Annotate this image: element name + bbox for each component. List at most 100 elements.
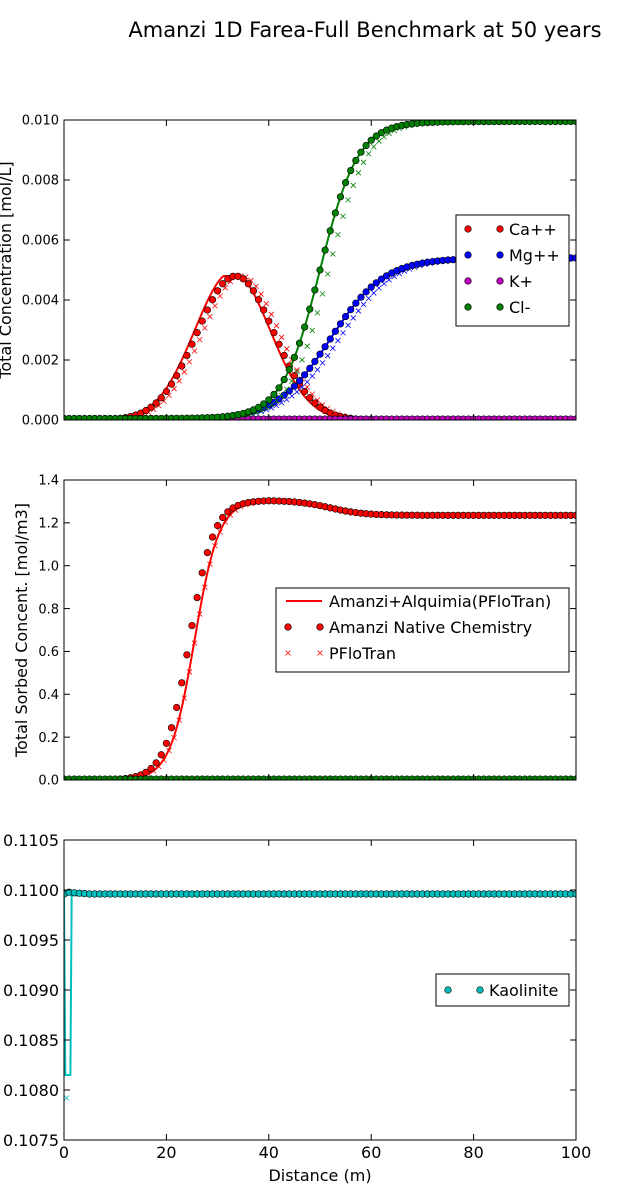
- native-point-ca: [208, 533, 217, 541]
- y-tick-label: 0.0: [38, 774, 59, 789]
- y-tick-label: 0.4: [38, 688, 59, 703]
- pflotran-point-mg: [324, 352, 331, 359]
- legend: Kaolinite: [435, 973, 570, 1007]
- y-tick-label: 1.2: [38, 517, 59, 532]
- native-point-ca: [290, 371, 299, 380]
- x-tick-label: 0: [59, 1143, 69, 1162]
- pflotran-point-mg: [335, 337, 341, 344]
- pflotran-point-k: [575, 416, 576, 418]
- native-point-cl: [372, 132, 380, 140]
- native-point-mg: [336, 320, 345, 328]
- y-tick-label: 0.004: [22, 294, 59, 309]
- pflotran-point-mg: [330, 345, 336, 351]
- native-point-mg: [306, 364, 314, 372]
- native-point-ca: [167, 724, 176, 732]
- legend-label: Ca++: [509, 220, 557, 239]
- native-point-cl: [336, 193, 345, 201]
- native-point-cl: [572, 120, 576, 126]
- pflotran-point-ca: [575, 512, 576, 518]
- native-point-cl: [362, 141, 370, 150]
- native-point-cl: [367, 136, 375, 144]
- native-point-ca: [157, 751, 165, 759]
- native-point-mg: [347, 306, 355, 314]
- pflotran-point-ca: [191, 348, 198, 354]
- native-point-ca: [214, 522, 222, 530]
- pflotran-point-cl: [289, 378, 295, 385]
- pflotran-point-cl: [350, 182, 357, 189]
- native-point-ca: [162, 739, 170, 747]
- native-point-mg: [326, 335, 334, 343]
- y-axis-label: Total Concentration [mol/L]: [0, 161, 15, 379]
- native-point-ca: [173, 371, 181, 380]
- legend-marker: [444, 986, 452, 994]
- native-point-cl: [326, 227, 334, 235]
- pflotran-point-ca: [273, 322, 280, 329]
- pflotran-point-cl: [299, 357, 305, 363]
- pflotran-point-ca: [196, 336, 203, 343]
- pflotran-point-ca: [207, 313, 213, 320]
- legend-marker: [476, 986, 484, 994]
- pflotran-point-cl: [330, 251, 336, 257]
- native-point-ca: [152, 759, 160, 767]
- native-point-ca: [265, 317, 273, 325]
- native-point-ca: [311, 399, 319, 407]
- native-point-mg: [362, 288, 370, 296]
- legend-label: PFloTran: [329, 644, 396, 663]
- pflotran-point-ca: [171, 734, 177, 741]
- pflotran-point-ca: [176, 717, 182, 723]
- y-tick-label: 0.1105: [3, 831, 59, 850]
- native-point-mg: [372, 279, 380, 287]
- native-point-cl: [301, 323, 309, 331]
- native-point-ca: [208, 296, 217, 304]
- legend-box: [455, 214, 570, 327]
- native-point-ca: [249, 287, 258, 295]
- native-point-cl: [275, 384, 283, 392]
- native-point-cl: [321, 246, 329, 254]
- native-point-ca: [198, 317, 206, 325]
- pflotran-point-mg: [350, 315, 357, 321]
- pflotran-point-mg: [575, 777, 576, 778]
- pflotran-point-mg: [304, 379, 310, 385]
- native-point-cl: [260, 400, 268, 408]
- legend-box: [275, 587, 570, 673]
- native-point-cl: [285, 365, 293, 374]
- native-point-ca: [173, 703, 181, 712]
- pflotran-point-ca: [186, 669, 193, 675]
- pflotran-point-cl: [273, 397, 280, 404]
- pflotran-point-kaolinite: [64, 1095, 70, 1101]
- pflotran-point-ca: [258, 291, 264, 297]
- pflotran-point-mg: [360, 301, 367, 308]
- native-point-mg: [572, 254, 576, 262]
- pflotran-point-cl: [355, 170, 362, 176]
- native-point-mg: [331, 327, 339, 335]
- native-point-mg: [295, 377, 304, 385]
- pflotran-point-cl: [575, 123, 576, 124]
- pflotran-point-cl: [345, 197, 351, 203]
- pflotran-point-cl: [283, 386, 290, 393]
- native-point-cl: [572, 775, 576, 780]
- native-point-k: [572, 415, 576, 420]
- pflotran-point-cl: [278, 392, 285, 399]
- pflotran-point-ca: [207, 561, 213, 567]
- native-point-ca: [316, 403, 324, 411]
- y-tick-label: 0.1080: [3, 1081, 59, 1100]
- native-point-ca: [147, 764, 155, 773]
- y-tick-label: 0.002: [22, 354, 59, 369]
- x-tick-label: 20: [156, 1143, 176, 1162]
- native-point-mg: [301, 371, 309, 379]
- pflotran-point-ca: [202, 584, 208, 590]
- legend-marker: [496, 225, 504, 233]
- pflotran-point-cl: [304, 343, 310, 349]
- pflotran-point-ca: [161, 757, 167, 763]
- pflotran-point-cl: [309, 327, 316, 334]
- legend-label: Cl-: [509, 298, 530, 317]
- legend-label: Amanzi+Alquimia(PFloTran): [329, 592, 551, 611]
- pflotran-point-ca: [166, 747, 172, 754]
- pflotran-point-mg: [345, 322, 351, 329]
- native-point-ca: [219, 513, 227, 522]
- native-point-mg: [352, 299, 360, 307]
- native-point-mg: [316, 350, 324, 358]
- native-point-ca: [152, 399, 160, 407]
- legend-marker: [316, 623, 324, 631]
- native-point-ca: [178, 679, 186, 687]
